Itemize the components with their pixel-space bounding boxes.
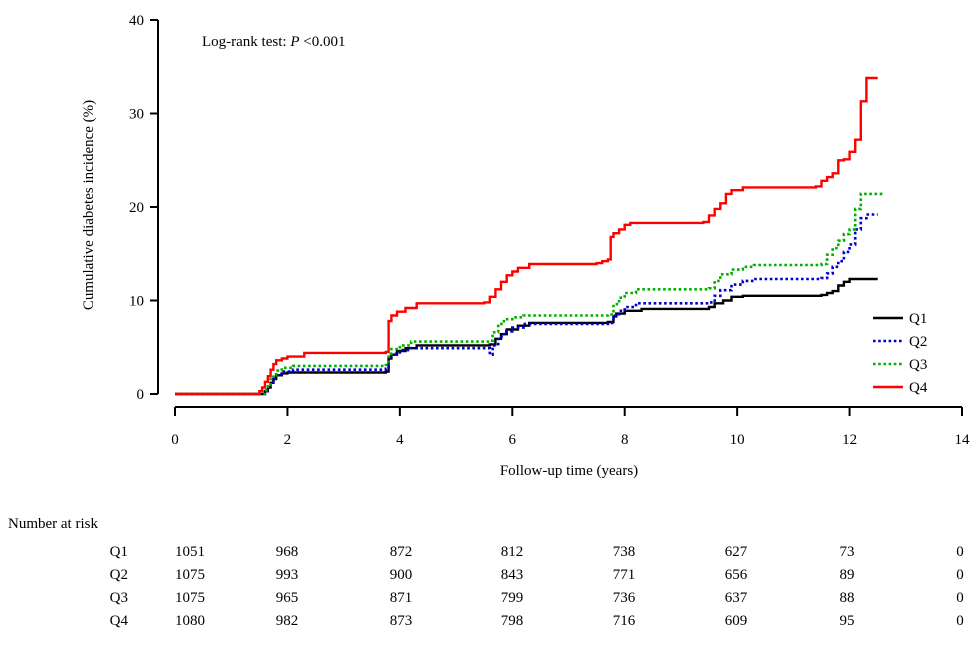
x-tick-label: 14: [955, 432, 971, 448]
risk-cell: 982: [276, 613, 299, 629]
number-at-risk-table: Number at risk Q1 1051 968 872 812 738 627 73 0Q…: [8, 516, 964, 629]
risk-cell: 716: [613, 613, 636, 629]
x-tick-label: 4: [396, 432, 404, 448]
y-ticks: 0 10 20 30 40: [129, 13, 158, 403]
risk-cell: 0: [956, 590, 964, 606]
logrank-prefix: Log-rank test:: [202, 34, 290, 50]
series-line-q1: [175, 277, 878, 396]
risk-cell: 637: [725, 590, 748, 606]
risk-cell: 771: [613, 567, 636, 583]
x-tick-label: 12: [842, 432, 857, 448]
y-tick-label: 20: [129, 200, 144, 216]
risk-cell: 1080: [175, 613, 205, 629]
y-tick-label: 30: [129, 107, 144, 123]
risk-row-label: Q3: [110, 590, 128, 606]
risk-table-title: Number at risk: [8, 516, 98, 532]
risk-row-label: Q1: [110, 544, 128, 560]
x-tick-label: 2: [284, 432, 292, 448]
risk-cell: 871: [390, 590, 413, 606]
legend-label-q2: Q2: [909, 334, 927, 350]
series-group: [175, 76, 884, 396]
risk-cell: 95: [840, 613, 855, 629]
x-tick-label: 6: [509, 432, 517, 448]
risk-cell: 89: [840, 567, 855, 583]
risk-cell: 736: [613, 590, 636, 606]
risk-cell: 872: [390, 544, 413, 560]
legend: Q1 Q2 Q3 Q4: [873, 311, 928, 396]
risk-row-label: Q2: [110, 567, 128, 583]
risk-cell: 993: [276, 567, 299, 583]
risk-cell: 73: [840, 544, 855, 560]
series-line-q2: [175, 213, 878, 396]
risk-cell: 873: [390, 613, 413, 629]
risk-cell: 900: [390, 567, 413, 583]
risk-cell: 0: [956, 544, 964, 560]
axes: 0 10 20 30 40 0 2 4 6 8 10 12 14: [129, 13, 970, 448]
risk-cell: 1051: [175, 544, 205, 560]
risk-cell: 738: [613, 544, 636, 560]
risk-row-q1: Q1 1051 968 872 812 738 627 73 0: [110, 544, 964, 560]
logrank-value: <0.001: [299, 34, 345, 50]
series-line-q4: [175, 76, 878, 396]
risk-row-q2: Q2 1075 993 900 843 771 656 89 0: [110, 567, 964, 583]
risk-cell: 0: [956, 567, 964, 583]
x-tick-label: 10: [730, 432, 745, 448]
risk-cell: 965: [276, 590, 299, 606]
risk-cell: 843: [501, 567, 524, 583]
risk-cell: 609: [725, 613, 748, 629]
risk-cell: 0: [956, 613, 964, 629]
logrank-annotation: Log-rank test: P <0.001: [202, 34, 345, 50]
y-tick-label: 40: [129, 13, 144, 29]
risk-cell: 627: [725, 544, 748, 560]
y-axis-title: Cumulative diabetes incidence (%): [81, 100, 97, 310]
risk-cell: 656: [725, 567, 748, 583]
risk-cell: 1075: [175, 590, 205, 606]
logrank-p-symbol: P: [289, 34, 299, 50]
x-tick-label: 8: [621, 432, 629, 448]
y-tick-label: 10: [129, 294, 144, 310]
risk-cell: 812: [501, 544, 524, 560]
risk-cell: 88: [840, 590, 855, 606]
x-ticks: 0 2 4 6 8 10 12 14: [171, 407, 970, 448]
risk-row-q3: Q3 1075 965 871 799 736 637 88 0: [110, 590, 964, 606]
risk-cell: 798: [501, 613, 524, 629]
risk-cell: 1075: [175, 567, 205, 583]
risk-table-rows: Q1 1051 968 872 812 738 627 73 0 Q2 1075 993 900 843 7…: [110, 544, 964, 629]
legend-label-q3: Q3: [909, 357, 927, 373]
x-tick-label: 0: [171, 432, 179, 448]
series-line-q3: [175, 192, 884, 396]
legend-label-q4: Q4: [909, 380, 928, 396]
y-tick-label: 0: [137, 387, 145, 403]
risk-row-q4: Q4 1080 982 873 798 716 609 95 0: [110, 613, 964, 629]
risk-cell: 968: [276, 544, 299, 560]
legend-label-q1: Q1: [909, 311, 927, 327]
risk-row-label: Q4: [110, 613, 129, 629]
x-axis-title: Follow-up time (years): [500, 463, 638, 479]
risk-cell: 799: [501, 590, 524, 606]
